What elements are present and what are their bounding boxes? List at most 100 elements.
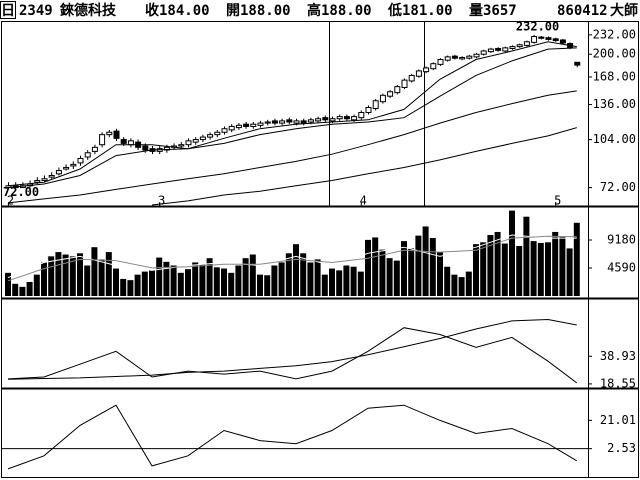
candle-body — [430, 63, 437, 70]
volume-bar — [228, 272, 235, 296]
candle-body — [365, 106, 372, 113]
volume-bar — [62, 254, 69, 296]
volume-bar — [437, 252, 443, 296]
y-tick-label: 21.01 — [600, 413, 636, 427]
volume-bar — [41, 262, 47, 296]
candle-body — [415, 70, 422, 77]
volume-bar — [105, 252, 112, 296]
candle-body — [185, 140, 192, 146]
y-tick-label: 2.53 — [607, 441, 636, 455]
volume-bar — [48, 256, 55, 296]
candle-body — [286, 119, 293, 123]
volume-bar — [401, 241, 407, 296]
candle-body — [480, 50, 487, 55]
volume-bar — [465, 271, 472, 296]
quote: 低181.00 — [387, 2, 453, 19]
candle-body — [574, 61, 581, 66]
candle-body — [343, 116, 350, 120]
stock-code: 2349 — [19, 3, 53, 19]
volume-bar — [33, 274, 40, 296]
candle-body — [91, 146, 98, 152]
candle-body — [142, 145, 149, 151]
candle-body — [502, 47, 509, 52]
volume-bar — [422, 226, 429, 296]
volume-bar — [235, 265, 242, 296]
y-tick-label: 232.00 — [593, 27, 636, 41]
volume-bar — [55, 252, 62, 296]
candle-body — [408, 74, 415, 82]
volume-bar — [206, 258, 213, 296]
volume-bar — [494, 231, 501, 296]
candle-body — [77, 157, 84, 164]
quote: 高188.00 — [307, 2, 372, 19]
candle-body — [63, 166, 70, 170]
volume-bar — [350, 266, 357, 296]
volume-bar — [177, 272, 184, 296]
volume-bar — [278, 262, 285, 296]
candle-body — [509, 46, 516, 49]
volume-bar — [19, 286, 26, 296]
candle-body — [48, 174, 55, 178]
candle-body — [487, 48, 494, 53]
date: 860412 — [557, 3, 608, 19]
volume-bar — [559, 236, 566, 296]
volume-bar — [321, 274, 328, 296]
candle-body — [99, 134, 106, 146]
candle-body — [113, 130, 120, 139]
outer-frame — [1, 21, 639, 478]
y-tick-label: 38.93 — [600, 349, 636, 363]
volume-bar — [293, 244, 299, 296]
quote: 開188.00 — [226, 3, 291, 19]
volume-bar — [213, 267, 220, 296]
candle-body — [423, 67, 430, 73]
candle-body — [293, 120, 300, 124]
volume-bar — [149, 270, 155, 296]
volume-bar — [26, 281, 33, 296]
period-box — [0, 1, 16, 19]
volume-bar — [386, 258, 393, 296]
candle-body — [444, 56, 451, 61]
volume-bar — [141, 271, 148, 296]
volume-bar — [379, 249, 386, 296]
header: 日 2349 錸德科技 收184.00 開188.00 高188.00 低181… — [0, 1, 638, 19]
candle-body — [379, 94, 386, 103]
ma-line — [7, 90, 577, 204]
candle-body — [235, 124, 242, 129]
mode: 大師 — [610, 2, 638, 19]
candle-body — [545, 37, 552, 40]
candle-body — [351, 116, 358, 121]
indicator-line — [7, 327, 578, 384]
y-tick-label: 136.00 — [593, 97, 636, 111]
stock-name: 錸德科技 — [60, 2, 117, 19]
volume-bar — [329, 268, 335, 296]
candle-body — [394, 86, 401, 94]
candle-body — [531, 36, 538, 43]
candle-body — [127, 140, 134, 146]
volume-ma-line — [7, 234, 577, 279]
candle-body — [437, 59, 444, 65]
volume-bar — [509, 210, 515, 296]
volume-bar — [257, 274, 263, 296]
volume-bar — [199, 264, 206, 296]
x-tick-label: 3 — [158, 194, 165, 208]
candle-body — [120, 139, 127, 144]
indicator-line — [7, 318, 577, 380]
volume-bar — [516, 245, 523, 296]
volume-bar — [530, 241, 537, 296]
ma-line — [7, 47, 577, 189]
x-tick-label: 2 — [7, 194, 14, 208]
candle-body — [459, 57, 466, 60]
volume-bar — [156, 257, 163, 296]
candle-body — [300, 120, 307, 124]
candle-body — [552, 38, 559, 42]
min-label: 72.00 — [3, 185, 39, 199]
volume-bar — [343, 265, 350, 296]
y-tick-label: 4590 — [607, 261, 636, 275]
volume-bar — [451, 274, 458, 296]
volume-bar — [523, 216, 530, 296]
candle-body — [250, 123, 257, 127]
volume-bar — [429, 238, 436, 296]
volume-bar — [5, 272, 11, 296]
candle-body — [559, 39, 566, 44]
